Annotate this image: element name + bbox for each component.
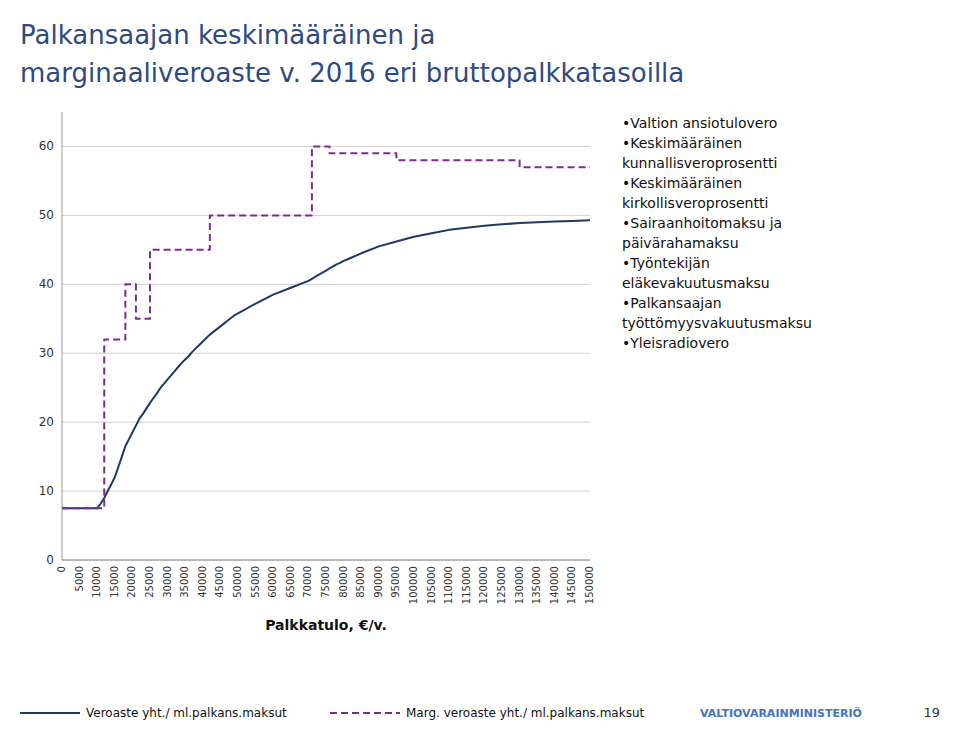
annotation-line: kunnallisveroprosentti <box>622 155 777 171</box>
x-tick-label: 95000 <box>390 566 401 598</box>
x-tick-label: 25000 <box>144 566 155 598</box>
x-tick-label: 145000 <box>566 566 577 604</box>
legend-label: Veroaste yht./ ml.palkans.maksut <box>86 706 287 720</box>
annotation-line: •Sairaanhoitomaksu ja <box>622 215 782 231</box>
x-tick-label: 15000 <box>109 566 120 598</box>
series-line <box>62 220 590 508</box>
x-tick-label: 140000 <box>549 566 560 604</box>
x-tick-label: 50000 <box>232 566 243 598</box>
series-line <box>62 146 590 508</box>
footer-label: VALTIOVARAINMINISTERIÖ <box>700 706 862 720</box>
grid <box>62 146 590 560</box>
y-tick-label: 30 <box>39 346 54 360</box>
y-tick-label: 50 <box>39 208 54 222</box>
x-tick-label: 75000 <box>320 566 331 598</box>
annotation-line: •Keskimääräinen <box>622 175 742 191</box>
x-tick-label: 120000 <box>478 566 489 604</box>
x-tick-label: 60000 <box>267 566 278 598</box>
x-tick-label: 45000 <box>214 566 225 598</box>
annotation-line: •Työntekijän <box>622 255 710 271</box>
plot-area <box>62 146 590 508</box>
x-axis-line <box>62 560 590 561</box>
x-tick-label: 0 <box>56 566 67 572</box>
annotation-line: •Valtion ansiotulovero <box>622 115 777 131</box>
x-tick-label: 80000 <box>338 566 349 598</box>
legend-label: Marg. veroaste yht./ ml.palkans.maksut <box>406 706 645 720</box>
annotation: •Valtion ansiotulovero •Keskimääräinen kun… <box>622 115 812 351</box>
grid-line <box>62 491 590 492</box>
x-tick-label: 55000 <box>250 566 261 598</box>
annotation-line: •Yleisradiovero <box>622 335 729 351</box>
annotation-line: •Keskimääräinen <box>622 135 742 151</box>
x-tick-label: 40000 <box>197 566 208 598</box>
grid-line <box>62 422 590 423</box>
x-tick-label: 100000 <box>408 566 419 604</box>
y-tick-label: 60 <box>39 139 54 153</box>
annotation-line: työttömyysvakuutusmaksu <box>622 315 812 331</box>
annotation-line: •Palkansaajan <box>622 295 722 311</box>
x-tick-label: 125000 <box>496 566 507 604</box>
x-tick-label: 70000 <box>302 566 313 598</box>
grid-line <box>62 560 590 561</box>
grid-line <box>62 215 590 216</box>
y-tick-label: 40 <box>39 277 54 291</box>
x-tick-label: 5000 <box>74 566 85 591</box>
grid-line <box>62 284 590 285</box>
annotation-line: eläkevakuutusmaksu <box>622 275 770 291</box>
grid-line <box>62 353 590 354</box>
x-tick-label: 20000 <box>126 566 137 598</box>
x-tick-label: 65000 <box>285 566 296 598</box>
x-tick-label: 110000 <box>443 566 454 604</box>
x-tick-label: 130000 <box>514 566 525 604</box>
y-tick-label: 0 <box>46 553 54 567</box>
x-tick-label: 10000 <box>91 566 102 598</box>
page-number: 19 <box>923 705 940 720</box>
x-tick-label: 150000 <box>584 566 595 604</box>
x-tick-label: 105000 <box>426 566 437 604</box>
x-tick-label: 85000 <box>355 566 366 598</box>
title: Palkansaajan keskimääräinen ja <box>20 20 435 50</box>
legend-swatch <box>20 712 80 714</box>
x-tick-label: 35000 <box>179 566 190 598</box>
legend-swatch <box>330 712 400 714</box>
y-tick-label: 10 <box>39 484 54 498</box>
y-tick-label: 20 <box>39 415 54 429</box>
chart-svg: Palkansaajan keskimääräinen ja marginaali… <box>0 0 960 749</box>
x-tick-label: 135000 <box>531 566 542 604</box>
x-tick-label: 30000 <box>162 566 173 598</box>
subtitle: marginaaliveroaste v. 2016 eri bruttopal… <box>20 58 684 88</box>
x-tick-label: 90000 <box>373 566 384 598</box>
annotation-line: kirkollisveroprosentti <box>622 195 768 211</box>
y-axis-line <box>62 112 63 560</box>
x-tick-label: 115000 <box>461 566 472 604</box>
annotation-line: päivärahamaksu <box>622 235 739 251</box>
x-axis-label: Palkkatulo, €/v. <box>265 617 387 633</box>
